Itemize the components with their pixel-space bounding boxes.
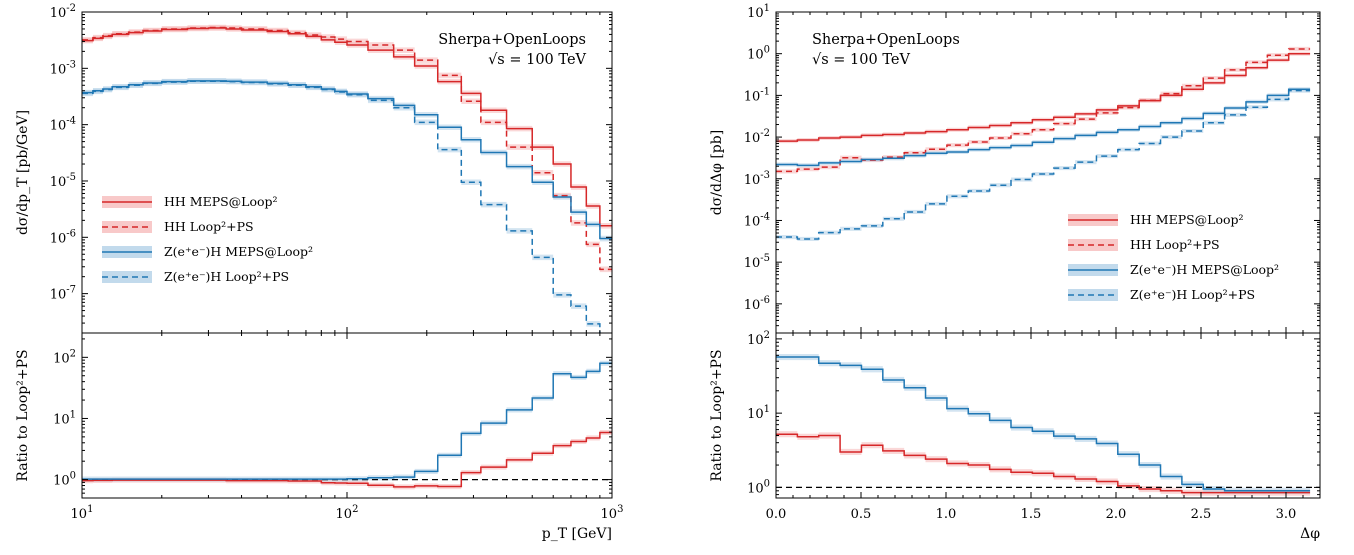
series-line (82, 80, 601, 333)
y-tick-label: 10-1 (744, 86, 770, 104)
legend-entry: HH MEPS@Loop² (1130, 212, 1244, 227)
x-tick-label: 1.0 (936, 507, 957, 522)
x-tick-label: 103 (601, 504, 624, 522)
annotation-text: Sherpa+OpenLoops (812, 32, 960, 48)
series-line (776, 52, 1311, 142)
legend-entry: Z(e⁺e⁻)H MEPS@Loop² (164, 244, 313, 259)
ratio-line (776, 356, 1311, 492)
x-tick-label: 102 (336, 504, 359, 522)
ratio-line (82, 362, 612, 480)
x-axis-label: p_T [GeV] (542, 526, 612, 542)
ratio-y-axis-label: Ratio to Loop²+PS (709, 349, 725, 481)
x-tick-label: 2.0 (1106, 507, 1127, 522)
legend-entry: HH Loop²+PS (1130, 237, 1220, 252)
ratio-y-tick-label: 100 (53, 471, 76, 489)
ratio-band (82, 360, 612, 482)
y-tick-label: 101 (747, 3, 770, 21)
annotation: Sherpa+OpenLoops √s = 100 TeV (812, 32, 960, 68)
annotation-text: √s = 100 TeV (812, 52, 910, 68)
y-tick-label: 10-5 (744, 253, 770, 271)
uncertainty-band (82, 78, 600, 333)
x-tick-label: 101 (71, 504, 94, 522)
ratio-band (776, 353, 1311, 494)
x-tick-label: 3.0 (1276, 507, 1297, 522)
y-axis-label: dσ/dp_T [pb/GeV] (15, 110, 31, 235)
y-tick-label: 10-6 (50, 228, 76, 246)
x-tick-label: 1.5 (1021, 507, 1042, 522)
legend-entry: Z(e⁺e⁻)H MEPS@Loop² (1130, 262, 1279, 277)
series-line (776, 89, 1311, 240)
annotation: Sherpa+OpenLoops √s = 100 TeV (438, 32, 586, 68)
uncertainty-band (776, 87, 1311, 168)
ratio-frame (81, 332, 613, 499)
ratio-plot-area (776, 353, 1320, 496)
y-tick-label: 10-2 (50, 3, 76, 21)
annotation-text: √s = 100 TeV (488, 52, 586, 68)
ratio-line (776, 433, 1311, 494)
chart-dphi: 10-6 10-5 10-4 10-3 10-2 10-1 100 101 100 101 102 0… (709, 3, 1321, 542)
y-tick-label: 10-6 (744, 295, 770, 313)
main-plot-area (82, 24, 612, 333)
main-plot-area (776, 46, 1311, 242)
y-axis-label: dσ/dΔφ [pb] (709, 130, 725, 215)
annotation-text: Sherpa+OpenLoops (438, 32, 586, 48)
ratio-plot-area (82, 360, 612, 490)
y-tick-label: 10-2 (744, 128, 770, 146)
ratio-y-axis-label: Ratio to Loop²+PS (15, 349, 31, 481)
legend: HH MEPS@Loop² HH Loop²+PS Z(e⁺e⁻)H MEPS@Lo… (1068, 212, 1279, 302)
ratio-y-tick-label: 101 (747, 404, 770, 422)
y-tick-label: 10-4 (50, 116, 76, 134)
chart-pt: 10-7 10-6 10-5 10-4 10-3 10-2 100 101 102 101 102 1… (15, 3, 623, 542)
legend-entry: Z(e⁺e⁻)H Loop²+PS (1130, 287, 1255, 302)
x-tick-label: 0.5 (851, 507, 872, 522)
ratio-band (82, 429, 612, 490)
y-tick-label: 10-3 (50, 59, 76, 77)
ratio-y-tick-label: 102 (747, 330, 770, 348)
ratio-y-tick-label: 101 (53, 409, 76, 427)
series-line (82, 27, 612, 227)
x-tick-label: 0.0 (766, 507, 787, 522)
y-tick-label: 10-5 (50, 172, 76, 190)
legend-entry: HH Loop²+PS (164, 219, 254, 234)
y-tick-label: 10-4 (744, 211, 770, 229)
series-line (82, 26, 612, 271)
y-tick-label: 10-3 (744, 170, 770, 188)
y-tick-label: 100 (747, 45, 770, 63)
ratio-y-tick-label: 100 (747, 478, 770, 496)
legend-entry: HH MEPS@Loop² (164, 194, 278, 209)
legend: HH MEPS@Loop² HH Loop²+PS Z(e⁺e⁻)H MEPS@Lo… (102, 194, 313, 284)
x-axis-label: Δφ (1300, 526, 1320, 542)
ratio-line (82, 431, 612, 488)
ratio-band (776, 431, 1311, 496)
x-tick-label: 2.5 (1191, 507, 1212, 522)
legend-entry: Z(e⁺e⁻)H Loop²+PS (164, 269, 289, 284)
y-tick-label: 10-7 (50, 285, 76, 303)
ratio-y-tick-label: 102 (53, 348, 76, 366)
series-line (776, 88, 1311, 167)
